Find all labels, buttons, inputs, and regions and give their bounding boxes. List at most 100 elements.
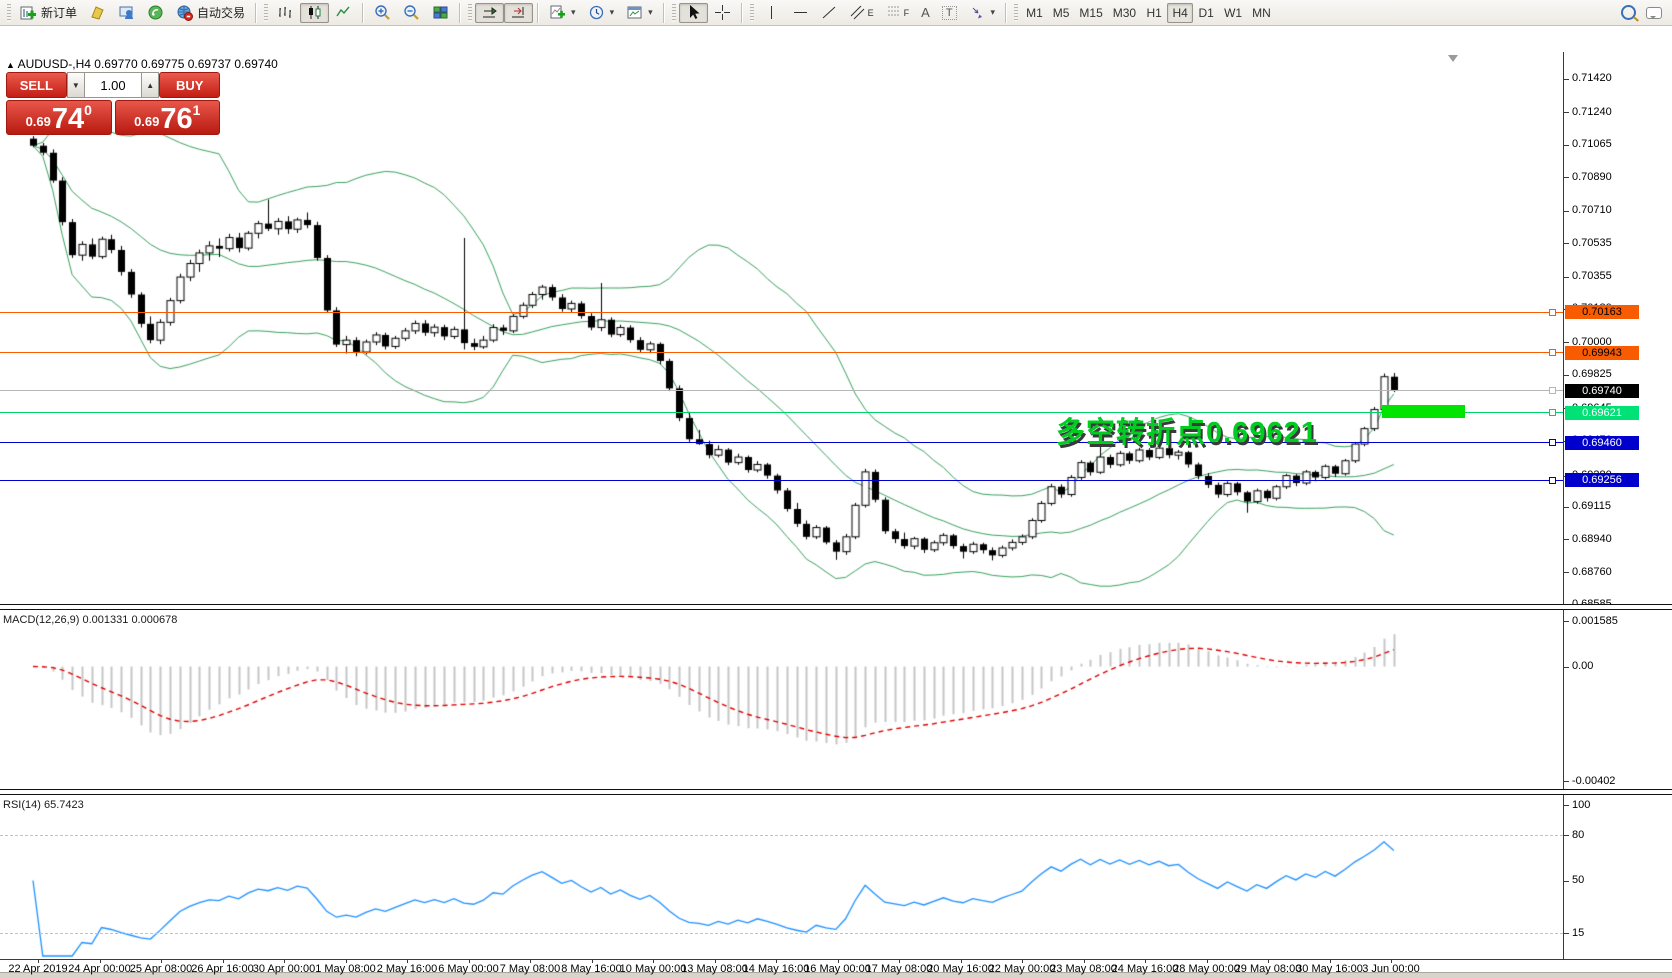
zoom-out-button[interactable] xyxy=(397,3,426,23)
timeframe-button-m5[interactable]: M5 xyxy=(1052,5,1070,20)
toolbar-grip xyxy=(671,3,676,22)
price-tick-label: 0.70000 xyxy=(1572,335,1612,348)
price-tick-mark xyxy=(1563,342,1569,344)
chat-icon[interactable] xyxy=(1646,6,1662,19)
timeframe-button-d1[interactable]: D1 xyxy=(1198,5,1214,20)
price-tick-mark xyxy=(1563,506,1569,508)
one-click-trading-panel: SELL ▼ ▲ BUY 0.69 74 0 0.69 76 1 xyxy=(6,72,220,135)
periods-button[interactable]: ▾ xyxy=(582,3,621,23)
price-tick-mark xyxy=(1563,210,1569,212)
price-level-line[interactable] xyxy=(0,311,1563,313)
channel-icon xyxy=(850,5,864,20)
zoom-in-button[interactable] xyxy=(368,3,397,23)
timeframe-button-w1[interactable]: W1 xyxy=(1224,5,1243,20)
volume-input[interactable] xyxy=(85,72,141,98)
crosshair-button[interactable] xyxy=(708,3,737,23)
macd-tick-mark xyxy=(1563,666,1569,668)
sell-price-box[interactable]: 0.69 74 0 xyxy=(6,100,112,135)
profile-button[interactable] xyxy=(83,3,112,23)
timeframe-button-m1[interactable]: M1 xyxy=(1026,5,1043,20)
text-button[interactable]: A xyxy=(915,3,936,23)
sell-button[interactable]: SELL xyxy=(6,72,67,98)
market-watch-icon xyxy=(119,6,134,19)
search-icon[interactable] xyxy=(1621,5,1636,20)
chart-shift-icon xyxy=(512,7,525,18)
price-level-marker[interactable] xyxy=(1549,476,1556,484)
price-level-marker[interactable] xyxy=(1549,349,1556,357)
rsi-label: RSI(14) 65.7423 xyxy=(3,799,84,811)
volume-decrease-button[interactable]: ▼ xyxy=(66,72,85,98)
vertical-line-icon xyxy=(770,6,772,19)
auto-scroll-button[interactable] xyxy=(475,2,505,23)
cursor-icon xyxy=(689,5,700,19)
price-level-marker[interactable] xyxy=(1549,409,1556,417)
candlestick-chart-button[interactable] xyxy=(300,2,330,23)
timeframe-button-m30[interactable]: M30 xyxy=(1112,5,1137,20)
tile-windows-button[interactable] xyxy=(426,3,455,23)
market-watch-button[interactable] xyxy=(112,3,141,23)
buy-button[interactable]: BUY xyxy=(159,72,220,98)
panel-splitter-rsi[interactable] xyxy=(0,789,1672,795)
price-level-line[interactable] xyxy=(0,352,1563,354)
price-level-label: 0.69460 xyxy=(1565,435,1639,450)
line-chart-button[interactable] xyxy=(329,3,358,23)
price-level-label: 0.69621 xyxy=(1565,405,1639,420)
volume-increase-button[interactable]: ▲ xyxy=(141,72,160,98)
symbol-title: ▲ AUDUSD-,H4 0.69770 0.69775 0.69737 0.6… xyxy=(6,57,278,71)
trendline-button[interactable] xyxy=(815,3,844,23)
chart-canvas[interactable] xyxy=(0,26,1672,977)
cursor-button[interactable] xyxy=(678,2,708,23)
chart-window: ▲ AUDUSD-,H4 0.69770 0.69775 0.69737 0.6… xyxy=(0,26,1672,978)
price-level-line[interactable] xyxy=(0,390,1563,392)
trendline-icon xyxy=(822,6,835,19)
price-level-line[interactable] xyxy=(0,412,1563,414)
price-tick-label: 0.71065 xyxy=(1572,138,1612,151)
price-level-line[interactable] xyxy=(0,442,1563,444)
price-level-line[interactable] xyxy=(0,479,1563,481)
price-tick-mark xyxy=(1563,78,1569,80)
price-tick-mark xyxy=(1563,112,1569,114)
fibonacci-button[interactable]: F xyxy=(880,3,916,23)
chart-profile-icon xyxy=(91,6,104,20)
dropdown-arrow-icon: ▾ xyxy=(990,7,996,17)
zoom-out-icon xyxy=(404,5,419,20)
text-label-button[interactable]: T xyxy=(936,3,963,23)
price-tick-label: 0.71420 xyxy=(1572,72,1612,85)
indicators-button[interactable]: ▾ xyxy=(543,3,582,23)
signals-button[interactable] xyxy=(141,3,170,23)
timeframe-button-h1[interactable]: H1 xyxy=(1146,5,1162,20)
channel-letter: E xyxy=(867,7,874,18)
chart-shift-marker[interactable] xyxy=(1448,55,1458,62)
fibonacci-icon xyxy=(887,6,899,16)
line-chart-icon xyxy=(336,6,350,17)
chart-shift-button[interactable] xyxy=(504,2,534,23)
panel-splitter-macd[interactable] xyxy=(0,604,1672,610)
bar-chart-button[interactable] xyxy=(271,3,300,23)
price-level-marker[interactable] xyxy=(1549,387,1556,395)
arrows-button[interactable]: ▾ xyxy=(963,3,1002,23)
autotrading-icon xyxy=(177,5,194,21)
buy-price-prefix: 0.69 xyxy=(134,114,160,129)
equidistant-channel-button[interactable]: E xyxy=(844,3,880,23)
collapse-triangle-icon[interactable]: ▲ xyxy=(6,60,15,70)
price-tick-label: 0.69115 xyxy=(1572,500,1611,513)
new-order-button[interactable]: 新订单 xyxy=(14,3,83,23)
tile-windows-icon xyxy=(433,6,448,19)
toolbar-separator xyxy=(362,2,365,23)
templates-button[interactable]: ▾ xyxy=(620,3,659,23)
timeframe-button-h4[interactable]: H4 xyxy=(1167,2,1194,23)
vertical-line-button[interactable] xyxy=(757,3,786,23)
timeframe-button-m15[interactable]: M15 xyxy=(1079,5,1103,20)
price-level-marker[interactable] xyxy=(1549,308,1556,316)
rsi-tick-mark xyxy=(1563,805,1569,806)
buy-price-box[interactable]: 0.69 76 1 xyxy=(114,100,220,135)
horizontal-line-button[interactable] xyxy=(786,3,815,23)
rsi-tick-label: 15 xyxy=(1572,926,1585,939)
dropdown-arrow-icon: ▾ xyxy=(609,7,615,17)
price-tick-label: 0.68940 xyxy=(1572,532,1612,545)
autotrading-button[interactable]: 自动交易 xyxy=(170,3,251,23)
time-axis-label[interactable]: 3 Jun 00:00 xyxy=(1362,963,1420,975)
price-level-marker[interactable] xyxy=(1549,439,1556,447)
toolbar-separator xyxy=(255,2,258,23)
timeframe-button-mn[interactable]: MN xyxy=(1252,5,1271,20)
